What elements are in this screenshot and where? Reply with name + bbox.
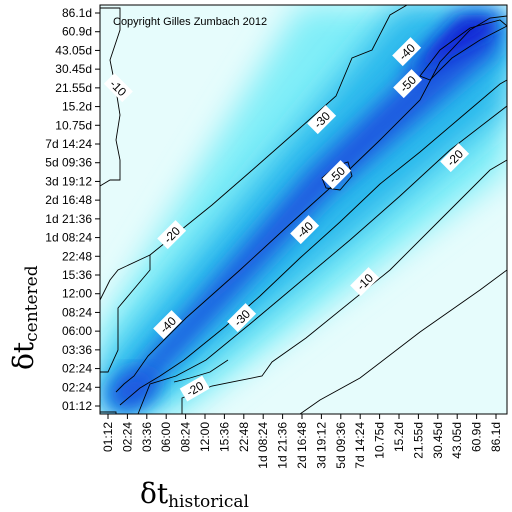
x-axis-subscript: historical (168, 492, 249, 512)
x-axis-symbol: δt (140, 477, 169, 510)
contour-label-box (393, 69, 423, 99)
y-tick-label: 7d 14:24 (45, 137, 92, 151)
x-tick-label: 3d 19:12 (314, 422, 328, 469)
heatmap-plot-area (100, 5, 507, 414)
x-tick-label: 60.9d (470, 422, 484, 452)
x-tick-label: 10.75d (373, 422, 387, 459)
contour-label-box (157, 220, 187, 250)
contour-line-5 (119, 79, 507, 406)
x-tick-label: 03:36 (140, 422, 154, 452)
x-tick-label: 86.1d (489, 422, 503, 452)
contour-label-box (307, 105, 337, 135)
x-tick-label: 22:48 (237, 422, 251, 452)
y-tick-label: 30.45d (55, 62, 92, 76)
x-tick-label: 08:24 (179, 422, 193, 452)
contour-label-box (322, 160, 352, 190)
y-tick-label: 02:24 (62, 362, 92, 376)
x-tick-label: 15:36 (217, 422, 231, 452)
x-tick-label: 01:12 (101, 422, 115, 452)
y-tick-label: 2d 16:48 (45, 193, 92, 207)
contour-label-box (440, 143, 470, 173)
contour-line-8 (321, 161, 353, 191)
y-tick-label: 43.05d (55, 43, 92, 57)
y-tick-label: 60.9d (62, 25, 92, 39)
x-tick-label: 1d 08:24 (256, 422, 270, 469)
contour-line-4 (115, 15, 507, 393)
heatmap-band-peak-upper (400, 15, 500, 80)
y-tick-label: 12:00 (62, 287, 92, 301)
y-tick-label: 86.1d (62, 6, 92, 20)
heatmap-band-peak-lower (105, 368, 160, 412)
x-tick-label: 2d 16:48 (295, 422, 309, 469)
contour-line-9 (419, 19, 507, 81)
y-tick-label: 01:12 (62, 399, 92, 413)
heatmap-color-bands (100, 5, 507, 414)
contour-label-box (153, 310, 183, 340)
heatmap-band-level-4 (115, 25, 500, 405)
contour-label-box (103, 73, 133, 103)
y-tick-label: 10.75d (55, 118, 92, 132)
plot-frame (99, 4, 508, 415)
contour-label-box (179, 375, 210, 402)
contour-line-1 (100, 5, 408, 373)
x-tick-label: 02:24 (120, 422, 134, 452)
y-tick-label: 1d 08:24 (45, 231, 92, 245)
y-axis-ticks: 01:12 02:24 02:24 03:36 06:00 08:24 12:00 15:36… (45, 6, 100, 413)
y-tick-label: 3d 19:12 (45, 174, 92, 188)
y-tick-label: 15.2d (62, 100, 92, 114)
y-axis-subscript: centered (22, 265, 42, 342)
x-tick-label: 15.2d (392, 422, 406, 452)
y-axis-symbol: δt (7, 341, 40, 370)
x-tick-label: 06:00 (159, 422, 173, 452)
contour-line-6 (137, 105, 507, 414)
x-tick-label: 7d 14:24 (353, 422, 367, 469)
x-axis-ticks: 01:12 02:24 03:36 06:00 08:24 12:00 15:36 22:48… (101, 414, 503, 469)
contour-label-box (290, 215, 320, 245)
contour-label-box (392, 37, 422, 67)
contour-label-box (350, 267, 380, 297)
x-tick-label: 12:00 (198, 422, 212, 452)
contour-line-7 (173, 359, 229, 383)
contour-label-box (227, 303, 257, 333)
y-tick-label: 1d 21:36 (45, 212, 92, 226)
y-tick-label: 08:24 (62, 305, 92, 319)
x-tick-label: 21.55d (411, 422, 425, 459)
y-tick-label: 02:24 (62, 380, 92, 394)
contour-lines (100, 5, 507, 414)
x-tick-label: 30.45d (431, 422, 445, 459)
x-axis-title: δthistorical (140, 477, 249, 512)
contour-line-12 (299, 269, 507, 414)
svg-text:δtcentered: δtcentered (7, 265, 42, 370)
svg-text:δthistorical: δthistorical (140, 477, 249, 512)
contour-line-3 (100, 254, 151, 301)
y-tick-label: 22:48 (62, 249, 92, 263)
y-tick-label: 03:36 (62, 343, 92, 357)
copyright-annotation: Copyright Gilles Zumbach 2012 (113, 16, 267, 28)
contour-line-10 (100, 7, 121, 187)
contour-line-11 (100, 411, 117, 414)
x-tick-label: 1d 21:36 (276, 422, 290, 469)
x-tick-label: 43.05d (450, 422, 464, 459)
y-tick-label: 21.55d (55, 81, 92, 95)
y-tick-label: 06:00 (62, 324, 92, 338)
y-axis-title: δtcentered (7, 265, 42, 370)
y-tick-label: 5d 09:36 (45, 156, 92, 170)
x-tick-label: 5d 09:36 (334, 422, 348, 469)
y-tick-label: 15:36 (62, 268, 92, 282)
